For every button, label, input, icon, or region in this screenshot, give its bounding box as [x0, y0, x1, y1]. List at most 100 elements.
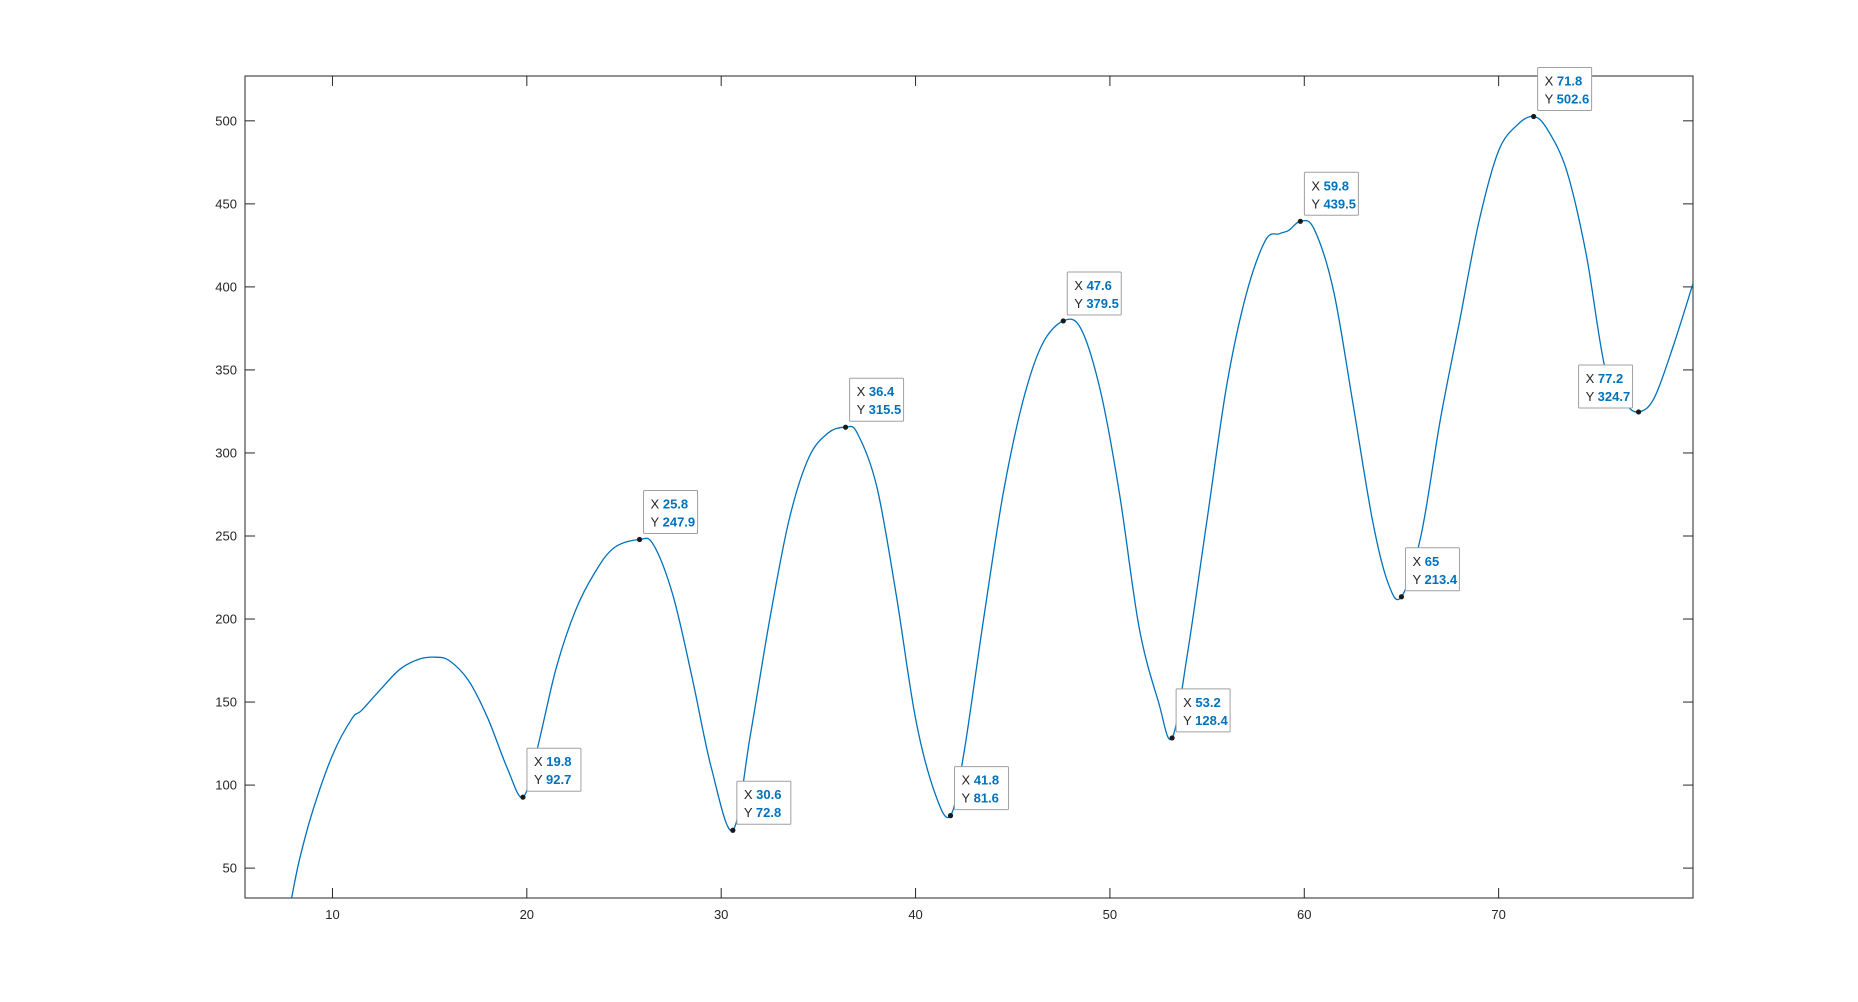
x-tick-label: 40 — [908, 907, 922, 922]
y-tick-label: 300 — [215, 445, 237, 460]
data-tip-y-value: 128.4 — [1195, 713, 1228, 728]
y-tick-label: 150 — [215, 695, 237, 710]
data-tip-marker — [947, 813, 954, 819]
data-tip-x-key: X — [1586, 371, 1598, 386]
data-tip-x-value: 59.8 — [1324, 178, 1349, 193]
data-tip-y-value: 315.5 — [869, 402, 902, 417]
data-tip-y-key: Y — [534, 772, 546, 787]
data-tip-y-row: Y 439.5 — [1311, 196, 1356, 211]
data-tip-marker — [636, 536, 643, 543]
y-tick-label: 500 — [215, 113, 237, 128]
data-tip[interactable]: X 30.6Y 72.8 — [730, 780, 792, 833]
data-tip-x-row: X 30.6 — [744, 787, 782, 802]
data-tip-x-row: X 47.6 — [1074, 278, 1112, 293]
data-tip-x-key: X — [651, 496, 663, 511]
data-tip[interactable]: X 59.8Y 439.5 — [1297, 171, 1359, 224]
data-tip[interactable]: X 77.2 Y 324.7 — [1578, 364, 1642, 415]
data-tip-y-value: 247.9 — [663, 514, 696, 529]
data-tip-y-value: 81.6 — [974, 791, 999, 806]
data-tip-y-row: Y 72.8 — [744, 805, 781, 820]
data-tip-box — [1303, 171, 1359, 216]
data-tip-x-row: X 36.4 — [857, 384, 895, 399]
data-tip-box — [849, 377, 905, 422]
data-tip-y-value: 72.8 — [756, 805, 781, 820]
data-tip-x-value: 25.8 — [663, 496, 688, 511]
data-tip-x-row: X 77.2 — [1586, 371, 1624, 386]
data-tip-box — [954, 766, 1010, 811]
x-tick-label: 20 — [520, 907, 534, 922]
data-tip-marker — [1060, 318, 1066, 324]
data-tip-x-row: X 41.8 — [962, 773, 1000, 788]
data-tip-y-row: Y 92.7 — [534, 772, 571, 787]
data-tip-x-key: X — [534, 754, 546, 769]
y-tick-label: 50 — [223, 861, 237, 876]
data-tip-y-row: Y 315.5 — [857, 402, 902, 417]
data-tip-x-value: 36.4 — [869, 384, 895, 399]
data-tip-x-value: 19.8 — [546, 754, 571, 769]
x-tick-label: 30 — [714, 907, 728, 922]
data-tip-y-row: Y 502.6 — [1545, 92, 1590, 107]
data-tip-x-row: X 59.8 — [1311, 178, 1349, 193]
data-tip-x-key: X — [1412, 554, 1424, 569]
data-tip-x-value: 71.8 — [1557, 74, 1582, 89]
data-tip-y-row: Y 247.9 — [651, 514, 696, 529]
data-tip-y-key: Y — [1586, 389, 1598, 404]
data-tip[interactable]: X 65Y 213.4 — [1398, 547, 1460, 600]
data-tip-y-row: Y 81.6 — [962, 791, 999, 806]
data-tip-x-row: X 71.8 — [1545, 74, 1583, 89]
x-tick-label: 70 — [1491, 907, 1505, 922]
data-tip-x-value: 30.6 — [756, 787, 781, 802]
data-tip-x-value: 65 — [1425, 554, 1439, 569]
data-tip-y-key: Y — [1183, 713, 1195, 728]
data-tip-marker — [1635, 409, 1642, 415]
data-tip-x-key: X — [857, 384, 869, 399]
data-tip-box — [1175, 688, 1231, 733]
data-tip-marker — [1398, 594, 1405, 600]
data-tip[interactable]: X 36.4 Y 315.5 — [842, 377, 905, 430]
data-tip-box — [1404, 547, 1460, 592]
data-tip-marker — [730, 827, 736, 833]
x-tick-label: 60 — [1297, 907, 1311, 922]
data-tip-y-row: Y 128.4 — [1183, 713, 1228, 728]
annotation-layer: X 19.8Y 92.7X 25.8Y 247.9X 30.6Y 72.8X 3… — [520, 67, 1642, 833]
data-tip-y-key: Y — [744, 805, 756, 820]
data-tip-y-value: 502.6 — [1557, 92, 1590, 107]
data-tip[interactable]: X 25.8Y 247.9 — [636, 489, 699, 543]
data-tip[interactable]: X 71.8Y 502.6 — [1531, 67, 1593, 120]
data-tip-box — [1537, 67, 1593, 112]
plot-area — [244, 75, 1694, 899]
data-tip-y-value: 324.7 — [1598, 389, 1631, 404]
x-tick-label: 10 — [325, 907, 339, 922]
x-axis: 10 20 30 40 50 60 70 — [325, 76, 1506, 922]
y-tick-label: 250 — [215, 528, 237, 543]
y-tick-label: 100 — [215, 778, 237, 793]
data-tip-y-row: Y 324.7 — [1586, 389, 1631, 404]
data-tip-x-key: X — [744, 787, 756, 802]
y-tick-label: 450 — [215, 196, 237, 211]
data-tip[interactable]: X 53.2 Y 128.4 — [1169, 688, 1231, 741]
data-tip-marker — [1297, 218, 1303, 224]
data-tip[interactable]: X 41.8 Y 81.6 — [947, 766, 1010, 819]
data-tip-box — [1066, 271, 1122, 316]
data-tip[interactable]: X 47.6 Y 379.5 — [1060, 271, 1122, 324]
data-tip-x-row: X 25.8 — [651, 496, 689, 511]
data-tip[interactable]: X 19.8 Y 92.7 — [520, 747, 582, 800]
x-tick-label: 50 — [1103, 907, 1117, 922]
data-tip-y-value: 379.5 — [1086, 296, 1119, 311]
y-tick-label: 400 — [215, 279, 237, 294]
data-tip-y-key: Y — [1311, 196, 1323, 211]
data-tip-x-value: 53.2 — [1195, 695, 1220, 710]
data-tip-marker — [1169, 735, 1175, 741]
data-tip-x-key: X — [962, 773, 974, 788]
data-tip-y-value: 439.5 — [1323, 196, 1356, 211]
data-tip-box — [736, 780, 792, 825]
data-tip-y-key: Y — [1074, 296, 1086, 311]
data-tip-y-key: Y — [1545, 92, 1557, 107]
plot-frame — [244, 75, 1694, 899]
data-tip-x-row: X 53.2 — [1183, 695, 1221, 710]
data-tip-y-key: Y — [651, 514, 663, 529]
data-tip-x-key: X — [1311, 178, 1323, 193]
data-tip-x-key: X — [1545, 74, 1557, 89]
